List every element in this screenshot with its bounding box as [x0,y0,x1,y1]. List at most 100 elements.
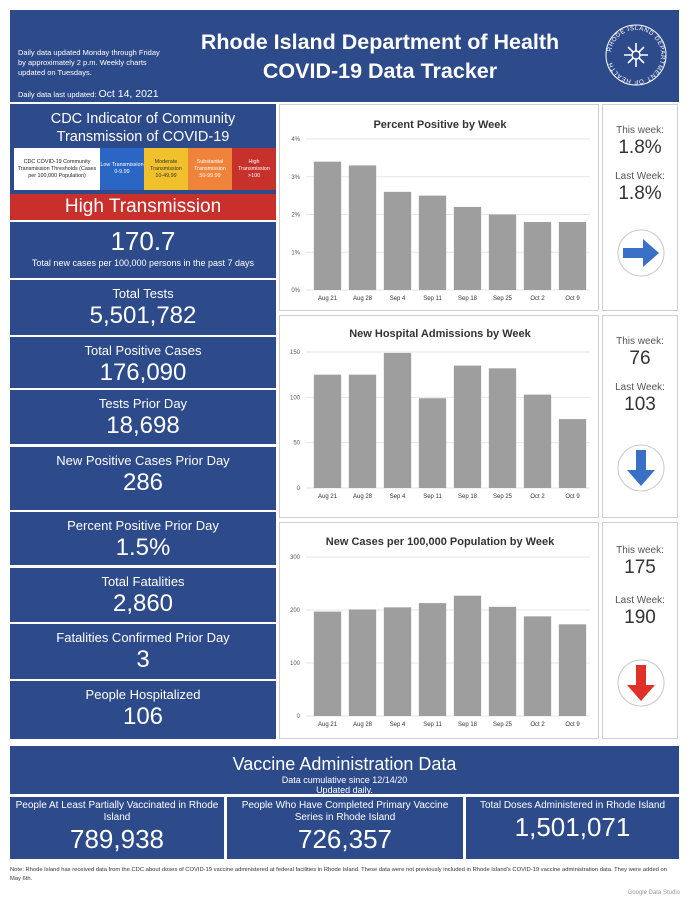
legend-high-name: High Transmission [238,158,270,172]
last-week-value: 103 [624,394,656,415]
new-positive-prior-day-card: New Positive Cases Prior Day 286 [10,447,276,510]
total-tests-card: Total Tests 5,501,782 [10,280,276,335]
partially-vaccinated-label: People At Least Partially Vaccinated in … [15,800,219,823]
total-tests-value: 5,501,782 [89,302,197,329]
x-tick-label: Aug 21 [318,722,338,728]
new-positive-prior-day-value: 286 [122,469,164,496]
percent-positive-prior-day-value: 1.5% [115,534,171,561]
footnote: Note: Rhode Island has received data fro… [10,867,667,882]
vaccine-subtitle-cumulative: Data cumulative since 12/14/20 [281,775,408,785]
new-cases-per-100k-chart-svg: New Cases per 100,000 Population by Week… [290,536,590,728]
last-updated-label: Daily data last updated: [18,90,97,99]
last-updated: Daily data last updated: Oct 14, 2021 [18,89,159,100]
completed-series-card: People Who Have Completed Primary Vaccin… [227,797,463,859]
vaccine-subtitle-updated: Updated daily. [316,785,373,795]
total-positive-label: Total Positive Cases [84,343,202,358]
bar [558,419,587,488]
bar [383,607,412,716]
x-tick-label: Aug 28 [353,722,373,728]
bar [453,365,482,488]
percent-positive-chart: Percent Positive by Week 0% 1% 2% 3% 4% Aug 21… [279,104,599,311]
bar [348,165,377,290]
this-week-label: This week: [616,336,664,347]
bar [313,161,342,290]
chart-title: New Cases per 100,000 Population by Week [326,536,555,548]
total-positive-card: Total Positive Cases 176,090 [10,337,276,388]
bar [523,222,552,290]
bar [453,206,482,290]
bar [348,374,377,488]
percent-positive-prior-day-label: Percent Positive Prior Day [67,518,219,533]
tests-prior-day-label: Tests Prior Day [98,396,188,411]
last-week-label: Last Week: [615,382,665,393]
fatalities-prior-day-label: Fatalities Confirmed Prior Day [56,630,230,645]
bar [558,624,587,716]
y-tick-label: 200 [290,608,301,614]
x-tick-label: Sep 11 [423,296,442,302]
last-week-value: 190 [624,607,656,628]
arrow-down-red-icon [617,659,665,707]
hospitalized-card: People Hospitalized 106 [10,681,276,739]
y-tick-label: 50 [293,441,300,447]
total-fatalities-value: 2,860 [112,590,174,617]
total-doses-card: Total Doses Administered in Rhode Island… [466,797,679,859]
this-week-value: 76 [629,348,651,369]
legend-low: Low Transmission 0-9.99 [100,148,144,190]
vaccine-title: Vaccine Administration Data [232,754,457,774]
x-tick-label: Sep 11 [423,722,442,728]
x-tick-label: Aug 21 [318,296,338,302]
cdc-indicator-panel: CDC Indicator of Community Transmission … [10,104,276,194]
header-banner: Daily data updated Monday through Friday… [10,10,679,102]
completed-series-value: 726,357 [298,824,392,854]
x-tick-label: Sep 25 [493,494,513,500]
hospital-admissions-chart: New Hospital Admissions by Week 0 50 100 150… [279,315,599,518]
chart-title: Percent Positive by Week [373,119,507,131]
total-fatalities-label: Total Fatalities [101,574,185,589]
x-tick-label: Oct 2 [530,494,545,500]
case-rate-value: 170.7 [110,226,176,256]
x-tick-label: Sep 25 [493,722,513,728]
bar [313,374,342,488]
legend-moderate: Moderate Transmission 10-49.99 [144,148,188,190]
bar [313,611,342,716]
page-title: Rhode Island Department of Health [200,30,560,54]
fatalities-prior-day-card: Fatalities Confirmed Prior Day 3 [10,624,276,679]
total-tests-label: Total Tests [112,286,174,301]
hospitalized-label: People Hospitalized [85,687,201,702]
new-positive-prior-day-label: New Positive Cases Prior Day [56,453,230,468]
new-cases-per-100k-chart: New Cases per 100,000 Population by Week… [279,522,599,739]
page-subtitle: COVID-19 Data Tracker [262,59,498,83]
transmission-level-banner: High Transmission [10,194,276,220]
ri-health-seal-icon: RHODE ISLAND DEPARTMENT OF HEALTH [605,24,667,86]
bar [418,603,447,716]
this-week-value: 1.8% [618,137,662,158]
x-tick-label: Oct 2 [530,722,545,728]
total-positive-value: 176,090 [99,359,187,386]
bar [453,595,482,716]
x-tick-label: Sep 4 [390,494,406,500]
x-tick-label: Sep 4 [390,722,406,728]
y-tick-label: 0 [297,714,301,720]
legend-low-name: Low Transmission [100,162,144,168]
percent-positive-chart-svg: Percent Positive by Week 0% 1% 2% 3% 4% Aug 21… [291,119,590,302]
partially-vaccinated-value: 789,938 [70,824,164,854]
x-tick-label: Aug 28 [353,494,373,500]
hospitalized-value: 106 [122,703,164,730]
legend-high-range: >100 [247,172,261,179]
x-tick-label: Sep 18 [458,722,478,728]
bar [418,195,447,290]
legend-low-range: 0-9.99 [114,169,130,175]
cdc-indicator-title: CDC Indicator of Community Transmission … [50,111,236,145]
arrow-right-icon [617,229,665,277]
y-tick-label: 100 [290,661,301,667]
y-tick-label: 0 [297,486,301,492]
y-tick-label: 3% [291,175,300,181]
y-tick-label: 4% [291,137,300,143]
legend-threshold-label: CDC COVID-19 Community Transmission Thre… [14,148,100,190]
y-tick-label: 1% [291,250,300,256]
total-doses-value: 1,501,071 [514,812,631,842]
bar [488,368,517,488]
tests-prior-day-value: 18,698 [106,412,180,439]
legend-substantial-name: Substantial Transmission [194,158,226,172]
case-rate-panel: 170.7 Total new cases per 100,000 person… [10,222,276,278]
